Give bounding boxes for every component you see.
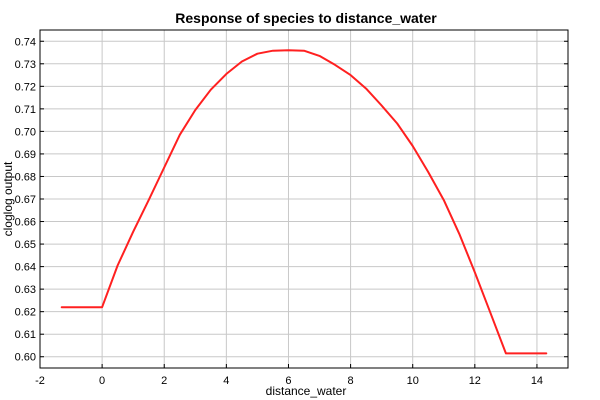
- y-tick-label: 0.72: [15, 81, 36, 93]
- x-tick-label: 4: [223, 375, 229, 387]
- y-tick-label: 0.66: [15, 217, 36, 229]
- y-axis-label: cloglog output: [1, 161, 15, 236]
- x-tick-label: 0: [99, 375, 105, 387]
- y-tick-label: 0.61: [15, 329, 36, 341]
- y-tick-label: 0.63: [15, 284, 36, 296]
- x-tick-label: 14: [531, 375, 543, 387]
- y-tick-label: 0.68: [15, 171, 36, 183]
- y-tick-label: 0.73: [15, 59, 36, 71]
- x-tick-label: 12: [469, 375, 481, 387]
- x-tick-label: 10: [407, 375, 419, 387]
- x-tick-label: 6: [285, 375, 291, 387]
- grid: [39, 30, 568, 368]
- y-tick-label: 0.69: [15, 149, 36, 161]
- x-tick-label: 2: [161, 375, 167, 387]
- response-curve: [60, 49, 548, 355]
- y-tick-label: 0.70: [15, 126, 36, 138]
- series-group: [60, 49, 548, 355]
- y-tick-label: 0.60: [15, 352, 36, 364]
- x-tick-label: 8: [348, 375, 354, 387]
- chart-title: Response of species to distance_water: [175, 10, 437, 26]
- y-tick-label: 0.64: [15, 262, 36, 274]
- x-axis-label: distance_water: [266, 384, 347, 398]
- y-tick-label: 0.65: [15, 239, 36, 251]
- y-tick-label: 0.74: [15, 36, 36, 48]
- ticks: -2 0 2 4 6 8 10 12 14 0.60 0.61 0.62 0.63 0.64 0.65 0.6…: [15, 36, 568, 387]
- y-tick-label: 0.67: [15, 194, 36, 206]
- y-tick-label: 0.71: [15, 104, 36, 116]
- x-tick-label: -2: [35, 375, 45, 387]
- y-tick-label: 0.62: [15, 307, 36, 319]
